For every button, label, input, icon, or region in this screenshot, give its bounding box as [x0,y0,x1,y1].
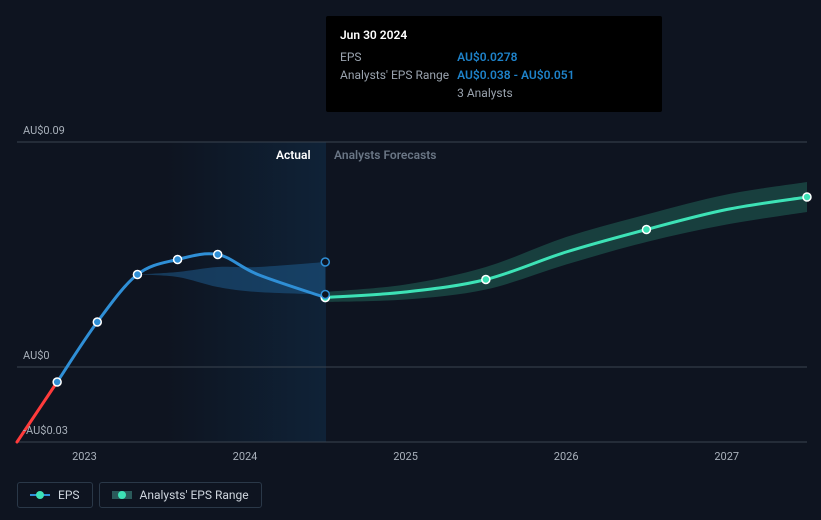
x-axis-label: 2026 [554,450,579,463]
tooltip-value: AU$0.0278 [457,48,582,66]
legend: EPS Analysts' EPS Range [17,482,262,508]
tooltip-date: Jun 30 2024 [340,26,648,44]
eps-forecast-chart: AU$0.09 AU$0 -AU$0.03 Actual Analysts Foreca… [0,0,821,520]
tooltip-key: Analysts' EPS Range [340,66,457,84]
legend-swatch [112,489,132,501]
tooltip-sub: 3 Analysts [457,84,582,102]
legend-swatch [30,490,50,500]
x-axis-label: 2027 [714,450,739,463]
section-label-actual: Actual [276,148,311,162]
legend-label: EPS [58,488,80,502]
x-axis-label: 2025 [393,450,418,463]
tooltip: Jun 30 2024 EPSAU$0.0278Analysts' EPS Ra… [326,16,662,112]
legend-item[interactable]: EPS [17,482,93,508]
legend-label: Analysts' EPS Range [140,488,249,502]
section-label-forecast: Analysts Forecasts [334,148,436,162]
tooltip-key: EPS [340,48,457,66]
x-axis-label: 2023 [72,450,97,463]
tooltip-value: AU$0.038 - AU$0.051 [457,66,582,84]
y-axis-label: AU$0.09 [23,124,65,137]
legend-item[interactable]: Analysts' EPS Range [99,482,262,508]
y-axis-label: -AU$0.03 [23,424,68,437]
y-axis-label: AU$0 [23,349,50,362]
x-axis-label: 2024 [233,450,258,463]
